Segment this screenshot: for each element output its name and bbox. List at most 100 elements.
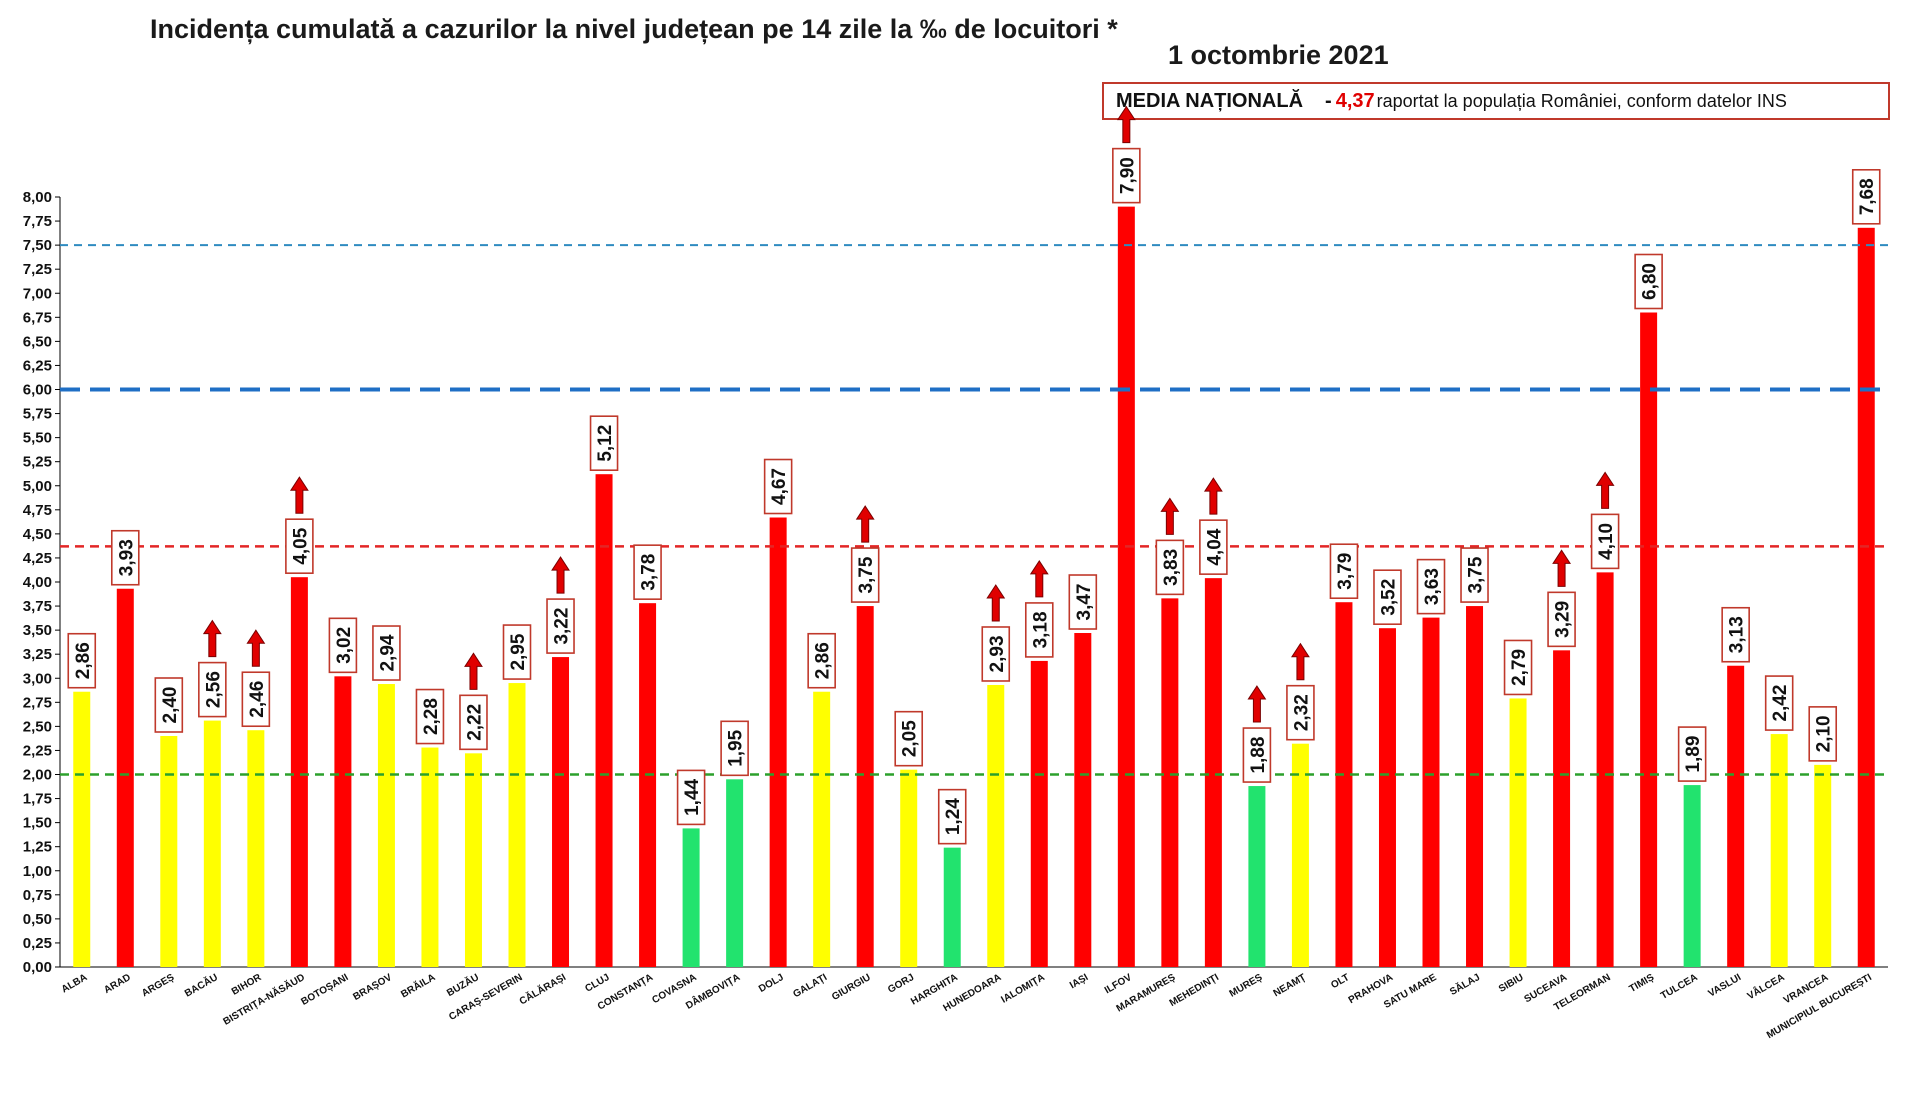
data-label-box: [154, 677, 184, 733]
y-tick-label: 5,75: [23, 406, 52, 423]
data-label: 4,67: [763, 458, 793, 515]
data-label-text: 2,46: [247, 681, 268, 718]
y-tick-label: 2,75: [23, 694, 52, 711]
data-label-box: [1416, 558, 1446, 615]
bar-vaslui: [1727, 665, 1745, 967]
bar-alba: [73, 691, 91, 967]
data-label-text: 3,83: [1161, 549, 1182, 586]
data-label: 7,68: [1851, 169, 1881, 225]
up-arrow-icon: [464, 652, 483, 690]
data-label-box: [546, 598, 575, 654]
data-label: 1,24: [937, 788, 967, 845]
data-label-box: [1199, 519, 1228, 575]
bar-dolj: [769, 517, 787, 967]
data-label-text: 4,04: [1204, 528, 1225, 565]
y-tick-label: 0,25: [23, 935, 52, 952]
data-label: 2,46: [241, 671, 271, 728]
bar-tulcea: [1683, 785, 1701, 967]
data-label: 2,22: [459, 694, 488, 751]
data-label-box: [459, 694, 488, 751]
data-label: 3,13: [1721, 606, 1750, 663]
data-label-box: [285, 518, 314, 574]
national-average-value: 4,37: [1335, 89, 1375, 112]
data-label-text: 3,22: [552, 608, 573, 645]
national-average-separator: -: [1325, 89, 1332, 112]
data-label-box: [763, 458, 793, 515]
bar-satu mare: [1422, 617, 1440, 967]
data-label-text: 2,86: [813, 642, 834, 679]
y-tick-label: 0,75: [23, 887, 52, 904]
data-label-text: 5,12: [595, 425, 616, 462]
x-tick-label: BOTOȘANI: [299, 972, 350, 1008]
y-tick-label: 4,25: [23, 550, 52, 567]
up-arrow-icon: [289, 476, 309, 514]
bar-argeș: [160, 736, 178, 967]
y-tick-label: 2,00: [23, 767, 52, 784]
bar-sibiu: [1509, 698, 1527, 967]
data-label-text: 3,13: [1727, 616, 1748, 653]
data-label-text: 2,95: [508, 633, 529, 670]
data-label-box: [937, 788, 967, 845]
data-label-text: 3,93: [116, 539, 137, 576]
data-label-box: [1634, 253, 1663, 310]
y-tick-label: 7,50: [23, 237, 52, 254]
x-tick-label: IAȘI: [1068, 972, 1091, 991]
data-label-text: 3,47: [1074, 584, 1095, 621]
x-tick-label: DOLJ: [757, 972, 786, 995]
bar-iași: [1074, 633, 1092, 967]
bar-dâmbovița: [726, 779, 744, 967]
data-label-box: [372, 625, 401, 681]
bar-călărași: [552, 657, 570, 967]
bar-arad: [116, 588, 134, 967]
bar-suceava: [1553, 650, 1571, 967]
bar-ilfov: [1117, 206, 1135, 967]
data-label-text: 2,56: [203, 671, 224, 708]
data-label-text: 3,75: [1466, 556, 1487, 593]
data-label-box: [241, 671, 271, 728]
y-tick-label: 7,75: [23, 213, 52, 230]
data-label: 4,04: [1199, 519, 1228, 575]
data-label-text: 2,05: [900, 720, 921, 757]
data-label-text: 2,28: [421, 698, 442, 735]
y-tick-label: 4,75: [23, 502, 52, 519]
x-tick-label: IALOMIȚA: [999, 972, 1046, 1006]
x-tick-label: MUREȘ: [1228, 972, 1265, 1000]
y-tick-label: 3,25: [23, 646, 52, 663]
data-label: 7,90: [1112, 147, 1141, 204]
data-label-text: 2,93: [987, 635, 1008, 672]
data-label: 3,75: [1460, 547, 1489, 603]
y-tick-label: 7,00: [23, 285, 52, 302]
data-label: 5,12: [589, 415, 619, 472]
up-arrow-icon: [1203, 477, 1223, 515]
x-tick-label: NEAMȚ: [1272, 972, 1308, 999]
data-label-text: 2,94: [377, 634, 398, 671]
y-tick-label: 4,00: [23, 574, 52, 591]
data-label-box: [894, 710, 924, 767]
up-arrow-icon: [855, 505, 875, 543]
data-label-box: [502, 624, 532, 680]
bar-covasna: [682, 828, 700, 967]
bar-vâlcea: [1770, 734, 1788, 967]
data-label: 3,29: [1547, 591, 1576, 648]
y-tick-label: 5,25: [23, 454, 52, 471]
data-label-text: 2,40: [160, 687, 181, 724]
bar-caraș-severin: [508, 683, 526, 967]
y-tick-label: 6,75: [23, 309, 52, 326]
data-label: 2,05: [894, 710, 924, 767]
y-tick-label: 1,75: [23, 791, 52, 808]
data-label: 3,79: [1329, 543, 1359, 600]
bar-timiș: [1640, 312, 1658, 967]
data-label-text: 3,02: [334, 627, 355, 664]
y-tick-label: 7,25: [23, 261, 52, 278]
data-label: 3,18: [1024, 602, 1054, 658]
data-label: 3,83: [1155, 539, 1185, 596]
x-tick-label: TULCEA: [1659, 972, 1700, 1002]
data-label: 3,52: [1373, 569, 1402, 626]
up-arrow-icon: [202, 619, 222, 658]
y-tick-label: 4,50: [23, 526, 52, 543]
y-tick-label: 5,50: [23, 430, 52, 447]
y-tick-label: 8,00: [23, 189, 52, 206]
data-label-box: [807, 632, 836, 689]
x-tick-label: GORJ: [886, 972, 916, 996]
data-label: 1,88: [1242, 727, 1272, 783]
